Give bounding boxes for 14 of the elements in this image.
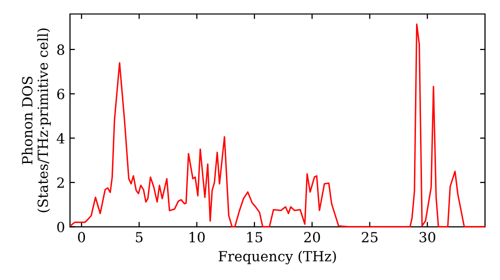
y-tick-label: 6 (57, 88, 64, 100)
x-tick-label: 15 (247, 232, 262, 242)
x-tick-label: 5 (136, 232, 143, 242)
y-tick-label: 4 (56, 133, 64, 144)
x-tick-label: 0 (78, 232, 86, 242)
x-tick-label: 20 (304, 232, 320, 242)
y-tick-label: 2 (57, 177, 64, 188)
y-tick-label: 0 (57, 222, 64, 232)
y-axis-title: Phonon DOS (States/THz·primitive cell) (22, 28, 51, 212)
x-tick-label: 25 (362, 232, 378, 242)
x-axis-title: Frequency (THz) (218, 250, 336, 264)
x-tick-label: 30 (420, 232, 436, 242)
y-tick-label: 8 (57, 44, 64, 55)
x-tick-label: 10 (190, 232, 205, 242)
